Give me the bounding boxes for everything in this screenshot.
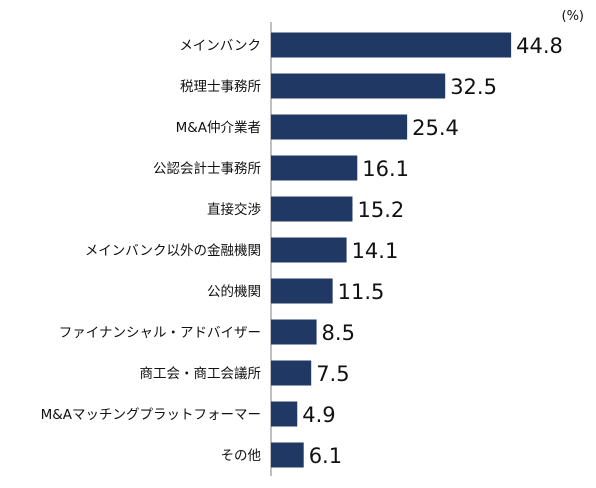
value-label: 15.2 (357, 198, 404, 222)
value-label: 6.1 (309, 444, 342, 468)
category-label: 公的機関 (207, 284, 261, 300)
value-label: 14.1 (352, 239, 399, 263)
bar (271, 196, 353, 222)
value-label: 44.8 (516, 34, 563, 58)
value-label: 11.5 (338, 280, 385, 304)
value-label: 16.1 (362, 157, 409, 181)
bar (271, 401, 298, 427)
category-label: 公認会計士事務所 (153, 161, 261, 177)
value-label: 8.5 (322, 321, 355, 345)
value-label: 25.4 (412, 116, 459, 140)
category-label: 商工会・商工会議所 (140, 365, 262, 382)
category-label: その他 (221, 448, 262, 464)
category-label: 税理士事務所 (180, 79, 261, 95)
bar (271, 442, 304, 468)
category-label: M&Aマッチングプラットフォーマー (41, 407, 261, 423)
value-label: 32.5 (450, 75, 497, 99)
bar (271, 114, 408, 140)
bar (271, 237, 347, 263)
category-label: メインバンク以外の金融機関 (85, 243, 261, 259)
category-label: M&A仲介業者 (176, 120, 261, 136)
bar (271, 278, 333, 304)
value-label: 7.5 (316, 362, 349, 386)
unit-label: (%) (562, 9, 585, 24)
bar (271, 360, 312, 386)
bar (271, 73, 446, 99)
category-label: ファイナンシャル・アドバイザー (59, 325, 261, 341)
bar (271, 32, 512, 58)
category-label: 直接交渉 (207, 201, 261, 218)
bar (271, 155, 358, 181)
bar (271, 319, 317, 345)
value-label: 4.9 (302, 403, 335, 427)
bars-group: メインバンク 44.8 税理士事務所 32.5 M&A仲介業者 25.4 公認会計士事務所 1… (41, 32, 563, 468)
category-label: メインバンク (179, 38, 261, 54)
